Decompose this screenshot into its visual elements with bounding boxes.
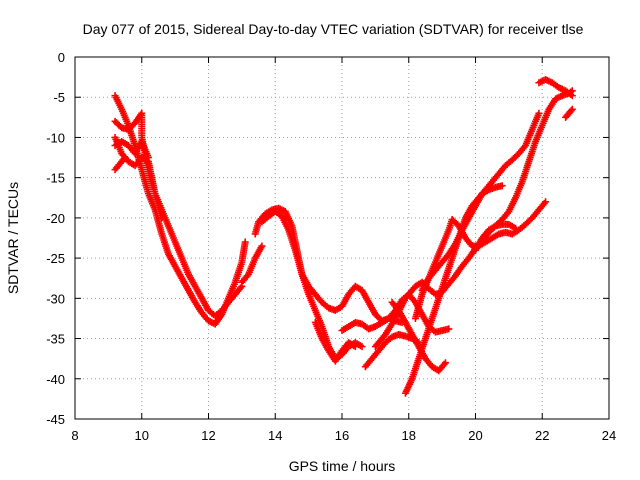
- series-arc-19: [562, 105, 576, 121]
- x-tick-label: 12: [201, 428, 215, 443]
- series-arc-5: [111, 154, 129, 174]
- x-tick-label: 16: [335, 428, 349, 443]
- grid: [75, 57, 609, 419]
- y-tick-label: -30: [46, 291, 65, 306]
- data-point: [512, 224, 520, 232]
- y-tick-label: -5: [53, 90, 65, 105]
- x-tick-label: 14: [268, 428, 282, 443]
- x-tick-label: 8: [71, 428, 78, 443]
- data-point: [542, 198, 550, 206]
- data-point: [121, 154, 129, 162]
- y-tick-label: -10: [46, 130, 65, 145]
- series-arc-15: [411, 182, 506, 322]
- series-arc-6: [238, 242, 266, 286]
- axis-ticks: 8 10 12 14 16 18 20 22 24 0 -5 -10 -15 -20 -25 -30 -35 -4…: [46, 50, 616, 443]
- data-point: [445, 325, 453, 333]
- series-arc-12: [371, 87, 576, 351]
- data-point: [258, 242, 266, 250]
- data-marks: [111, 76, 576, 397]
- x-tick-label: 10: [135, 428, 149, 443]
- y-tick-label: -40: [46, 372, 65, 387]
- series-arc-9: [311, 318, 359, 365]
- y-tick-label: -15: [46, 171, 65, 186]
- x-axis-title: GPS time / hours: [289, 458, 396, 474]
- data-point: [441, 359, 449, 367]
- chart-title: Day 077 of 2015, Sidereal Day-to-day VTE…: [83, 21, 584, 37]
- series-arc-16: [418, 198, 550, 294]
- series-arc-7: [251, 204, 453, 336]
- data-point: [120, 155, 128, 163]
- y-tick-label: -35: [46, 332, 65, 347]
- y-tick-label: -45: [46, 412, 65, 427]
- data-point: [568, 92, 576, 100]
- data-point: [535, 109, 543, 117]
- data-point: [241, 238, 249, 246]
- data-point: [351, 343, 359, 351]
- data-point: [568, 105, 576, 113]
- data-point: [158, 214, 166, 222]
- y-tick-label: -20: [46, 211, 65, 226]
- x-tick-label: 24: [602, 428, 616, 443]
- data-point: [144, 154, 152, 162]
- series-arc-4: [111, 137, 152, 162]
- y-axis-title: SDTVAR / TECUs: [5, 182, 21, 294]
- x-tick-label: 18: [402, 428, 416, 443]
- x-tick-label: 22: [535, 428, 549, 443]
- x-tick-label: 20: [468, 428, 482, 443]
- data-point: [498, 182, 506, 190]
- series-arc-3: [111, 133, 166, 222]
- series-arc-17: [472, 220, 520, 254]
- y-tick-label: 0: [58, 50, 65, 65]
- data-point: [567, 107, 575, 115]
- data-point: [358, 343, 366, 351]
- y-tick-label: -25: [46, 251, 65, 266]
- series-arc-18: [535, 76, 576, 100]
